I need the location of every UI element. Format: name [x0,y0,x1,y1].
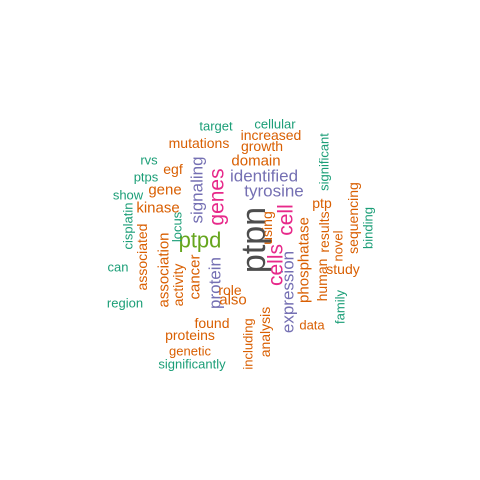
word-cell: cell [275,204,298,236]
word-increased: increased [241,127,302,143]
word-activity: activity [170,264,186,307]
word-found: found [194,315,229,331]
word-cells: cells [265,244,288,286]
word-phosphatase: phosphatase [296,217,313,303]
word-protein: protein [206,257,225,309]
word-sequencing: sequencing [345,182,361,254]
word-growth: growth [241,138,283,154]
word-ptpn: ptpn [235,207,273,273]
word-tyrosine: tyrosine [244,182,304,201]
word-genetic: genetic [169,344,211,359]
word-target: target [199,119,233,134]
word-including: including [241,318,256,369]
word-show: show [113,188,144,203]
word-results: results [316,211,332,252]
word-study: study [326,261,359,277]
word-egf: egf [163,161,183,177]
word-association: association [156,232,173,307]
word-ptp: ptp [312,195,332,211]
word-rvs: rvs [140,153,158,168]
word-cancer: cancer [187,254,204,299]
word-kinase: kinase [136,200,179,217]
word-associated: associated [134,224,150,291]
word-data: data [299,318,325,333]
word-locus: locus [170,211,185,242]
word-analysis: analysis [257,307,273,358]
word-family: family [333,290,348,324]
word-binding: binding [361,207,376,249]
word-ptpd: ptpd [179,228,222,253]
word-cellular: cellular [254,117,296,132]
word-using: using [259,211,275,244]
word-cisplatin: cisplatin [121,203,136,250]
word-domain: domain [231,153,280,170]
word-region: region [107,296,143,311]
word-significant: significant [317,133,332,191]
word-also: also [219,292,247,309]
word-identified: identified [230,167,298,186]
word-ptps: ptps [134,170,159,185]
word-expression: expression [279,251,298,333]
word-proteins: proteins [165,327,215,343]
word-novel: novel [331,230,346,261]
word-human: human [314,259,330,302]
word-gene: gene [148,182,181,199]
word-mutations: mutations [169,135,230,151]
word-can: can [108,260,129,275]
word-signaling: signaling [188,156,207,223]
word-significantly: significantly [158,357,226,372]
word-role: role [218,282,242,298]
word-genes: genes [206,168,229,225]
